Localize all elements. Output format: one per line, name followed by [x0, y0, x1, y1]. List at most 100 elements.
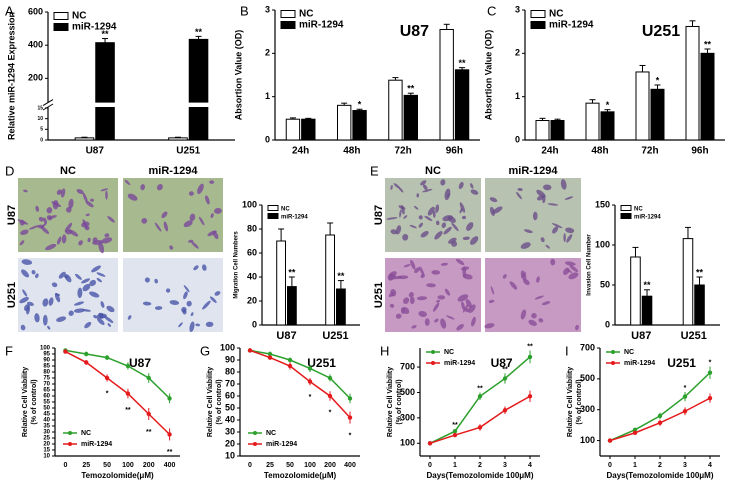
panel-letter: D	[5, 163, 14, 178]
y-tick-label: 70	[225, 378, 235, 388]
y-tick-label: 1	[265, 91, 270, 101]
y-tick-label: 20	[247, 295, 257, 305]
x-tick-label: 400	[344, 462, 356, 469]
bar	[336, 288, 346, 326]
legend-swatch	[280, 21, 296, 29]
cell	[20, 324, 26, 331]
y-axis-label: Relative Cell Viability	[22, 367, 29, 437]
cell	[198, 216, 205, 226]
x-tick-label: 50	[286, 462, 294, 469]
cell	[528, 319, 537, 327]
cell	[85, 213, 90, 217]
cell	[466, 222, 474, 231]
cell	[569, 265, 579, 273]
cell	[183, 291, 188, 300]
y-tick-label: 0	[252, 319, 257, 329]
cell	[205, 195, 210, 205]
cell	[516, 191, 522, 200]
cell	[462, 273, 473, 280]
x-tick-label: U251	[322, 330, 348, 342]
y-tick-label: 700	[400, 361, 415, 371]
cell	[141, 218, 148, 224]
cell	[442, 215, 454, 222]
cell	[48, 297, 54, 306]
cell	[416, 296, 428, 301]
cell	[188, 239, 194, 243]
cell	[540, 237, 545, 243]
point	[427, 441, 433, 446]
legend-swatch	[267, 205, 279, 211]
y-tick-label: 80	[43, 370, 50, 376]
point	[707, 395, 713, 401]
cell	[47, 325, 51, 330]
bar	[694, 284, 705, 326]
bar	[635, 71, 650, 141]
cell	[551, 223, 563, 229]
x-tick-label: U87	[631, 330, 651, 342]
cell	[418, 222, 423, 228]
x-axis-label: Days(Temozolomide 100μM)	[427, 471, 534, 480]
point	[502, 376, 508, 381]
cell	[96, 317, 105, 325]
cell	[65, 229, 73, 235]
cell	[399, 209, 402, 218]
cell	[191, 241, 199, 249]
cell	[190, 312, 194, 317]
legend-label: miR-1294	[299, 20, 344, 31]
point	[682, 394, 688, 399]
cell	[538, 318, 544, 323]
image-row-label: U251	[6, 282, 18, 308]
y-tick-label: 30	[43, 430, 50, 436]
legend-swatch	[53, 12, 69, 20]
cell	[418, 215, 423, 220]
cell	[434, 318, 439, 323]
cell	[19, 240, 25, 246]
series-line	[65, 349, 171, 399]
point	[287, 363, 293, 369]
y-tick-label: 1	[515, 91, 520, 101]
cell	[17, 219, 29, 225]
cell	[57, 236, 62, 245]
cell	[461, 301, 465, 311]
cell	[178, 322, 183, 328]
cell	[202, 264, 207, 271]
cell	[402, 306, 410, 315]
point	[267, 351, 273, 357]
y-tick-label: 85	[43, 364, 50, 370]
x-tick-label: 24h	[292, 146, 309, 157]
cell	[542, 184, 552, 191]
cell	[78, 240, 83, 246]
y-tick-label: 40	[225, 414, 235, 424]
y-tick-label: 40	[43, 418, 50, 424]
significance: **	[337, 271, 345, 281]
cell	[395, 313, 402, 319]
point	[267, 355, 273, 360]
cell	[20, 229, 29, 235]
cell	[390, 289, 397, 297]
point	[347, 415, 353, 420]
y-tick-label: 10	[37, 116, 43, 122]
panel-letter: E	[370, 163, 379, 178]
cell	[520, 309, 527, 320]
cell	[410, 259, 416, 270]
cell	[424, 318, 430, 326]
point	[307, 379, 313, 384]
y-tick-label: 500	[400, 387, 415, 397]
cell	[566, 234, 573, 243]
y-axis-label: Migration Cell Numbers	[234, 231, 240, 299]
cell	[91, 265, 101, 273]
cell	[45, 243, 57, 251]
y-tick-label: 300	[580, 404, 595, 414]
x-tick-label: 48h	[591, 146, 608, 157]
series-line	[249, 349, 351, 399]
bar	[276, 240, 287, 326]
cell	[424, 215, 433, 221]
significance: **	[195, 27, 203, 37]
cell	[64, 273, 72, 283]
point	[632, 427, 638, 432]
cell	[456, 324, 464, 331]
cell	[565, 227, 575, 234]
x-tick-label: 96h	[691, 146, 708, 157]
cell	[564, 196, 574, 200]
y-axis-label: Relative Cell Viability	[387, 367, 394, 437]
